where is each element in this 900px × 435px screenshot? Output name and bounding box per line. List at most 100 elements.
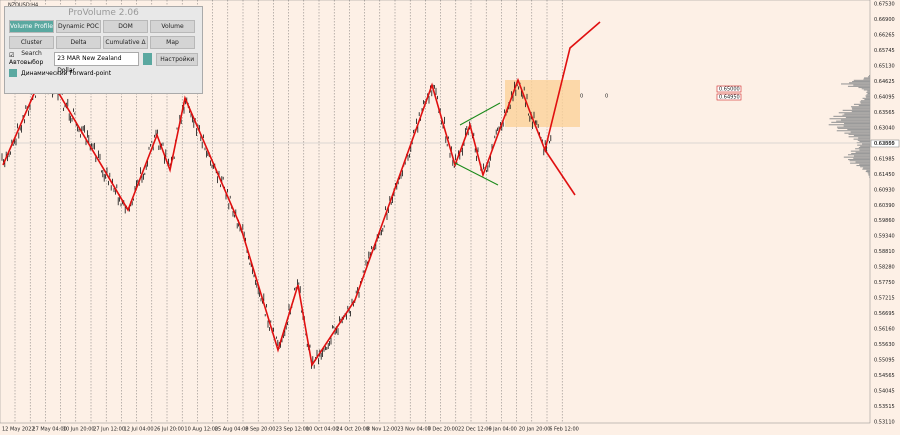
tool-button[interactable]: Cumulative Δ [103, 36, 148, 49]
time-tick-label: 12 Jul 04:00 [124, 427, 154, 433]
profile-bar [861, 88, 870, 90]
profile-bar [841, 83, 870, 85]
profile-bar [853, 79, 870, 81]
profile-bar [869, 177, 870, 179]
profile-bar [829, 118, 870, 120]
tool-button[interactable]: Volume Profile [9, 20, 54, 33]
price-tick-label: 0.61985 [874, 156, 895, 162]
trend-line [459, 102, 501, 126]
profile-bar [868, 75, 870, 77]
profile-bar [862, 143, 870, 145]
symbol-label: NZDUSD,H4 [8, 3, 38, 9]
price-tick-label: 0.60930 [874, 187, 895, 193]
profile-bar [868, 173, 870, 175]
zigzag-branch [544, 149, 576, 196]
profile-bar [867, 76, 870, 78]
profile-bar [858, 147, 870, 149]
box-label: 0 [605, 94, 608, 100]
price-tick-label: 0.65745 [874, 48, 895, 54]
time-tick-label: 20 Jan 20:00 [519, 427, 551, 433]
profile-bar [858, 87, 870, 89]
tool-button[interactable]: Dynamic POC [56, 20, 101, 33]
profile-bar [842, 114, 870, 116]
forward-row: Динамический Forward-point [9, 69, 198, 77]
time-tick-label: 22 Dec 12:00 [458, 427, 492, 433]
price-tick-label: 0.62505 [874, 141, 895, 147]
profile-bar [855, 151, 870, 153]
settings-button[interactable]: Настройки [156, 52, 198, 66]
instrument-row: ☑ Автовыбор 23 MAR New Zealand Dollar На… [9, 52, 198, 74]
profile-bar [853, 135, 870, 137]
profile-bar [843, 156, 870, 158]
profile-bar [851, 153, 870, 155]
provolume-panel: ProVolume 2.06 Volume Profile Dynamic POC… [4, 6, 203, 94]
time-tick-label: 8 Nov 12:00 [367, 427, 398, 433]
profile-bar [860, 102, 870, 104]
time-tick-label: 6 Feb 12:00 [549, 427, 579, 433]
profile-bar [850, 131, 870, 133]
profile-bar [848, 159, 870, 161]
price-tick-label: 0.64095 [874, 94, 895, 100]
price-tick-label: 0.60390 [874, 203, 895, 209]
tool-button[interactable]: Volume [150, 20, 195, 33]
time-tick-label: 25 Aug 04:00 [215, 427, 249, 433]
profile-bar [868, 174, 870, 176]
profile-bar [866, 96, 870, 98]
profile-bar [858, 137, 870, 139]
instrument-select[interactable]: 23 MAR New Zealand Dollar [54, 52, 140, 74]
profile-bar [855, 161, 870, 163]
tool-button[interactable]: DOM [103, 20, 148, 33]
level-box [716, 93, 742, 101]
profile-bar [844, 132, 870, 134]
price-tick-label: 0.57750 [874, 280, 895, 286]
profile-bar [840, 119, 870, 121]
price-tick-label: 0.63565 [874, 110, 895, 116]
profile-bar [838, 112, 870, 114]
current-price-box [870, 139, 900, 148]
profile-bar [853, 103, 870, 105]
dropdown-arrow[interactable] [143, 53, 153, 65]
price-tick-label: 0.54565 [874, 373, 895, 379]
profile-bar [831, 121, 870, 123]
price-tick-label: 0.59860 [874, 218, 895, 224]
time-tick-label: 6 Jan 04:00 [488, 427, 516, 433]
profile-bar [860, 100, 870, 102]
profile-bar [865, 171, 870, 173]
profile-bar [863, 78, 870, 80]
level-label: 0.65000 [719, 87, 740, 93]
tool-button[interactable]: Cluster Search [9, 36, 54, 57]
profile-bar [853, 157, 870, 159]
profile-bar [852, 81, 870, 83]
time-tick-label: 26 Jul 20:00 [154, 427, 184, 433]
time-tick-label: 8 Sep 20:00 [245, 427, 275, 433]
profile-bar [848, 133, 870, 135]
profile-bar [866, 94, 870, 96]
price-tick-label: 0.58280 [874, 265, 895, 271]
profile-bar [845, 117, 870, 119]
price-tick-label: 0.65130 [874, 63, 895, 69]
time-tick-label: 24 Oct 20:00 [336, 427, 369, 433]
price-tick-label: 0.67530 [874, 2, 895, 8]
time-tick-label: 12 May 2022 [2, 427, 35, 433]
tool-button[interactable]: Map [150, 36, 195, 49]
profile-bar [869, 175, 870, 177]
forward-point[interactable]: Динамический Forward-point [21, 69, 112, 77]
price-tick-label: 0.55630 [874, 342, 895, 348]
profile-bar [852, 108, 870, 110]
profile-bar [848, 136, 870, 138]
profile-bar [867, 90, 870, 92]
profile-bar [864, 99, 870, 101]
profile-bar [844, 113, 870, 115]
profile-bar [843, 125, 870, 127]
price-tick-label: 0.53110 [874, 420, 895, 426]
auto-select[interactable]: ☑ Автовыбор [9, 52, 44, 66]
profile-bar [866, 91, 870, 93]
price-tick-label: 0.63040 [874, 125, 895, 131]
profile-bar [858, 105, 870, 107]
price-tick-label: 0.66265 [874, 32, 895, 38]
profile-bar [836, 126, 870, 128]
range-box [505, 80, 580, 127]
profile-bar [862, 168, 870, 170]
tool-button[interactable]: Delta [56, 36, 101, 49]
